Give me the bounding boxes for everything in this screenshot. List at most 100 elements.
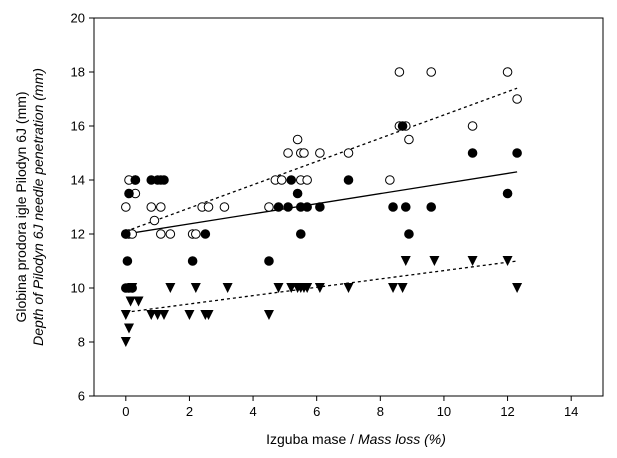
triangle-point [273,283,284,293]
triangle-point [158,310,169,320]
data-points [120,67,523,347]
filled-circle-point [124,188,134,199]
y-tick-label: 8 [78,335,85,350]
trend-lines [125,87,518,313]
filled-circle-point [388,202,398,212]
triangle-point [120,337,131,347]
x-tick-label: 10 [437,404,451,419]
open-circle-point [512,94,522,104]
open-circle-point [283,148,293,158]
triangle-point [184,310,195,320]
x-axis: 0 2 4 6 8 10 12 14 [122,396,578,419]
y-axis-title-line1: Globina prodora igle Pilodyn 6J (mm) [13,91,29,322]
open-circle-point [121,202,131,212]
triangle-point [222,283,233,293]
open-circle-point [191,229,201,239]
filled-circle-point [315,202,325,212]
triangle-point [146,310,157,320]
open-circle-point [156,202,166,212]
x-tick-label: 8 [377,404,384,419]
filled-circle-point [121,229,131,239]
open-circle-point [302,175,312,185]
y-tick-label: 14 [71,173,85,188]
filled-circle-point [512,148,522,158]
filled-circle-point [397,121,408,131]
triangle-point [120,310,131,320]
y-tick-label: 16 [71,119,85,134]
open-circle-point [264,202,274,212]
open-circle-point [343,148,354,158]
triangle-point [152,310,163,320]
filled-circle-point [302,202,312,212]
filled-circle-point [130,175,141,185]
filled-circle-point [343,175,354,185]
filled-circle-point [400,202,411,212]
filled-circle-point [283,202,293,212]
open-circle-point [299,148,309,158]
filled-circle-point [187,256,198,266]
filled-circle-point [200,229,211,239]
filled-circle-point [426,202,437,212]
open-circle-point [426,67,437,77]
triangle-point [190,283,201,293]
open-circle-point [404,134,414,145]
open-circle-point [467,121,478,131]
triangle-point [388,283,399,293]
filled-circle-point [286,175,297,185]
triangle-point [133,296,144,307]
triangle-point [502,256,513,266]
triangle-point [203,310,214,320]
triangle-point [467,256,478,266]
open-circle-point [502,67,513,77]
open-circle-point [156,229,166,239]
open-circle-point [292,134,303,145]
x-axis-title: Izguba mase / Mass loss (%) [266,431,446,447]
y-axis: 6 8 10 12 14 16 18 20 [71,11,94,404]
triangle-point [127,283,138,293]
filled-circle-point [404,229,414,239]
triangle-point [512,283,523,293]
x-tick-label: 6 [313,404,320,419]
triangle-point [123,323,134,334]
filled-circle-point [264,256,274,266]
open-circle-point [385,175,395,185]
open-circle-point [394,67,405,77]
y-tick-label: 6 [78,389,85,404]
filled-circle-point [273,202,284,212]
triangle-point [397,283,408,293]
open-circle-point [165,229,176,239]
filled-circle-point [122,256,133,266]
x-tick-label: 4 [249,404,256,419]
y-tick-label: 10 [71,281,85,296]
x-tick-label: 0 [122,404,129,419]
triangle-point [125,296,136,307]
filled-circle-point [292,188,303,199]
triangle-point [429,256,440,266]
open-circle-point [146,202,157,212]
x-tick-label: 14 [564,404,578,419]
y-axis-title-line2: Depth of Pilodyn 6J needle penetration (… [30,68,46,346]
triangle-point [286,283,297,293]
filled-circle-point [159,175,169,185]
open-circle-point [276,175,287,185]
filled-circle-point [502,188,513,199]
open-circle-point [203,202,214,212]
filled-circle-point [295,229,306,239]
triangle-point [165,283,176,293]
plot-frame [93,17,604,397]
filled-circle-point [467,148,478,158]
y-tick-label: 20 [71,11,85,26]
triangle-point [302,283,313,293]
triangle-point [314,283,325,293]
open-circle-point [219,202,230,212]
y-tick-label: 12 [71,227,85,242]
triangle-point [343,283,354,293]
y-tick-label: 18 [71,65,85,80]
x-tick-label: 12 [500,404,514,419]
triangle-point [400,256,411,266]
triangle-point [263,310,274,320]
open-circle-point [149,215,160,226]
x-tick-label: 2 [186,404,193,419]
open-circle-point [315,148,325,158]
